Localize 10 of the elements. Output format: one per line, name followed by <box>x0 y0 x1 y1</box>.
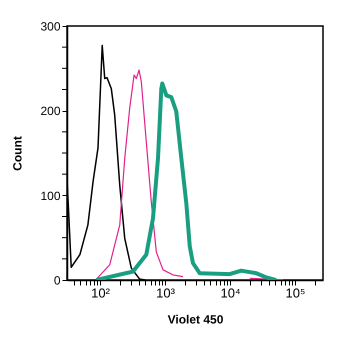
x-axis-title: Violet 450 <box>168 312 224 326</box>
x-tick-label: 10³ <box>156 286 176 300</box>
y-tick-label: 200 <box>40 104 61 118</box>
x-tick-label: 10⁵ <box>286 286 306 300</box>
y-tick-label: 100 <box>40 188 61 203</box>
y-tick-label: 0 <box>54 274 61 288</box>
y-tick-label: 300 <box>40 20 61 34</box>
y-axis-title: Count <box>10 136 24 171</box>
x-tick-label: 10⁴ <box>220 286 241 300</box>
x-tick-label: 10² <box>91 286 111 300</box>
